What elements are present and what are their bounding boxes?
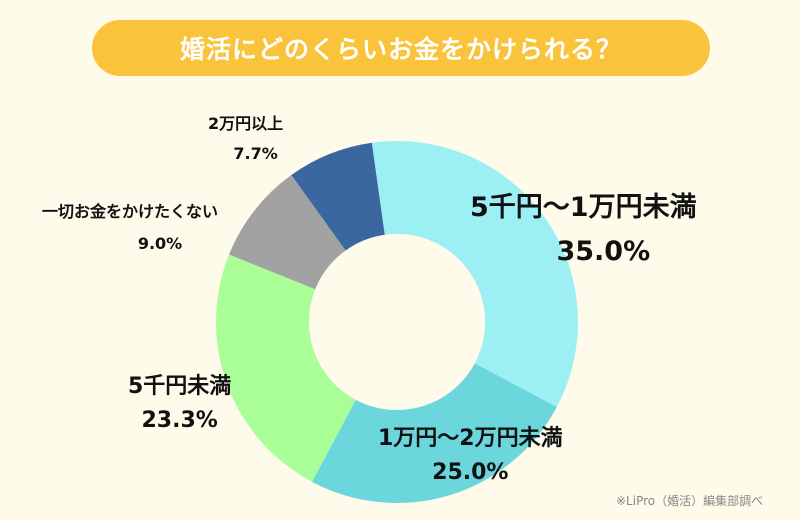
donut-hole: [309, 234, 485, 410]
label-slice-2: 5千円未満 23.3%: [128, 368, 231, 433]
slice-4-name: 2万円以上: [208, 114, 284, 133]
label-slice-4: 2万円以上 7.7%: [208, 110, 283, 163]
slice-3: [229, 175, 346, 290]
slice-1: [312, 363, 557, 504]
slice-0-value: 35.0%: [556, 236, 651, 267]
slice-0: [371, 140, 579, 407]
slice-4: [291, 142, 385, 251]
slice-3-value: 9.0%: [137, 234, 183, 253]
chart-title: 婚活にどのくらいお金をかけられる？: [92, 20, 710, 76]
slice-2-name: 5千円未満: [128, 374, 232, 399]
slice-1-value: 25.0%: [432, 460, 509, 485]
slice-2: [216, 254, 356, 482]
slice-0-name: 5千円〜1万円未満: [470, 192, 697, 223]
slice-2-value: 23.3%: [141, 408, 218, 433]
slice-3-name: 一切お金をかけたくない: [42, 202, 219, 221]
source-note: ※LiPro（婚活）編集部調べ: [616, 494, 764, 508]
slice-1-name: 1万円〜2万円未満: [378, 426, 563, 451]
slice-4-value: 7.7%: [233, 144, 278, 163]
label-slice-3: 一切お金をかけたくない 9.0%: [42, 198, 218, 253]
label-slice-0: 5千円〜1万円未満 35.0%: [470, 185, 697, 267]
label-slice-1: 1万円〜2万円未満 25.0%: [378, 420, 563, 485]
